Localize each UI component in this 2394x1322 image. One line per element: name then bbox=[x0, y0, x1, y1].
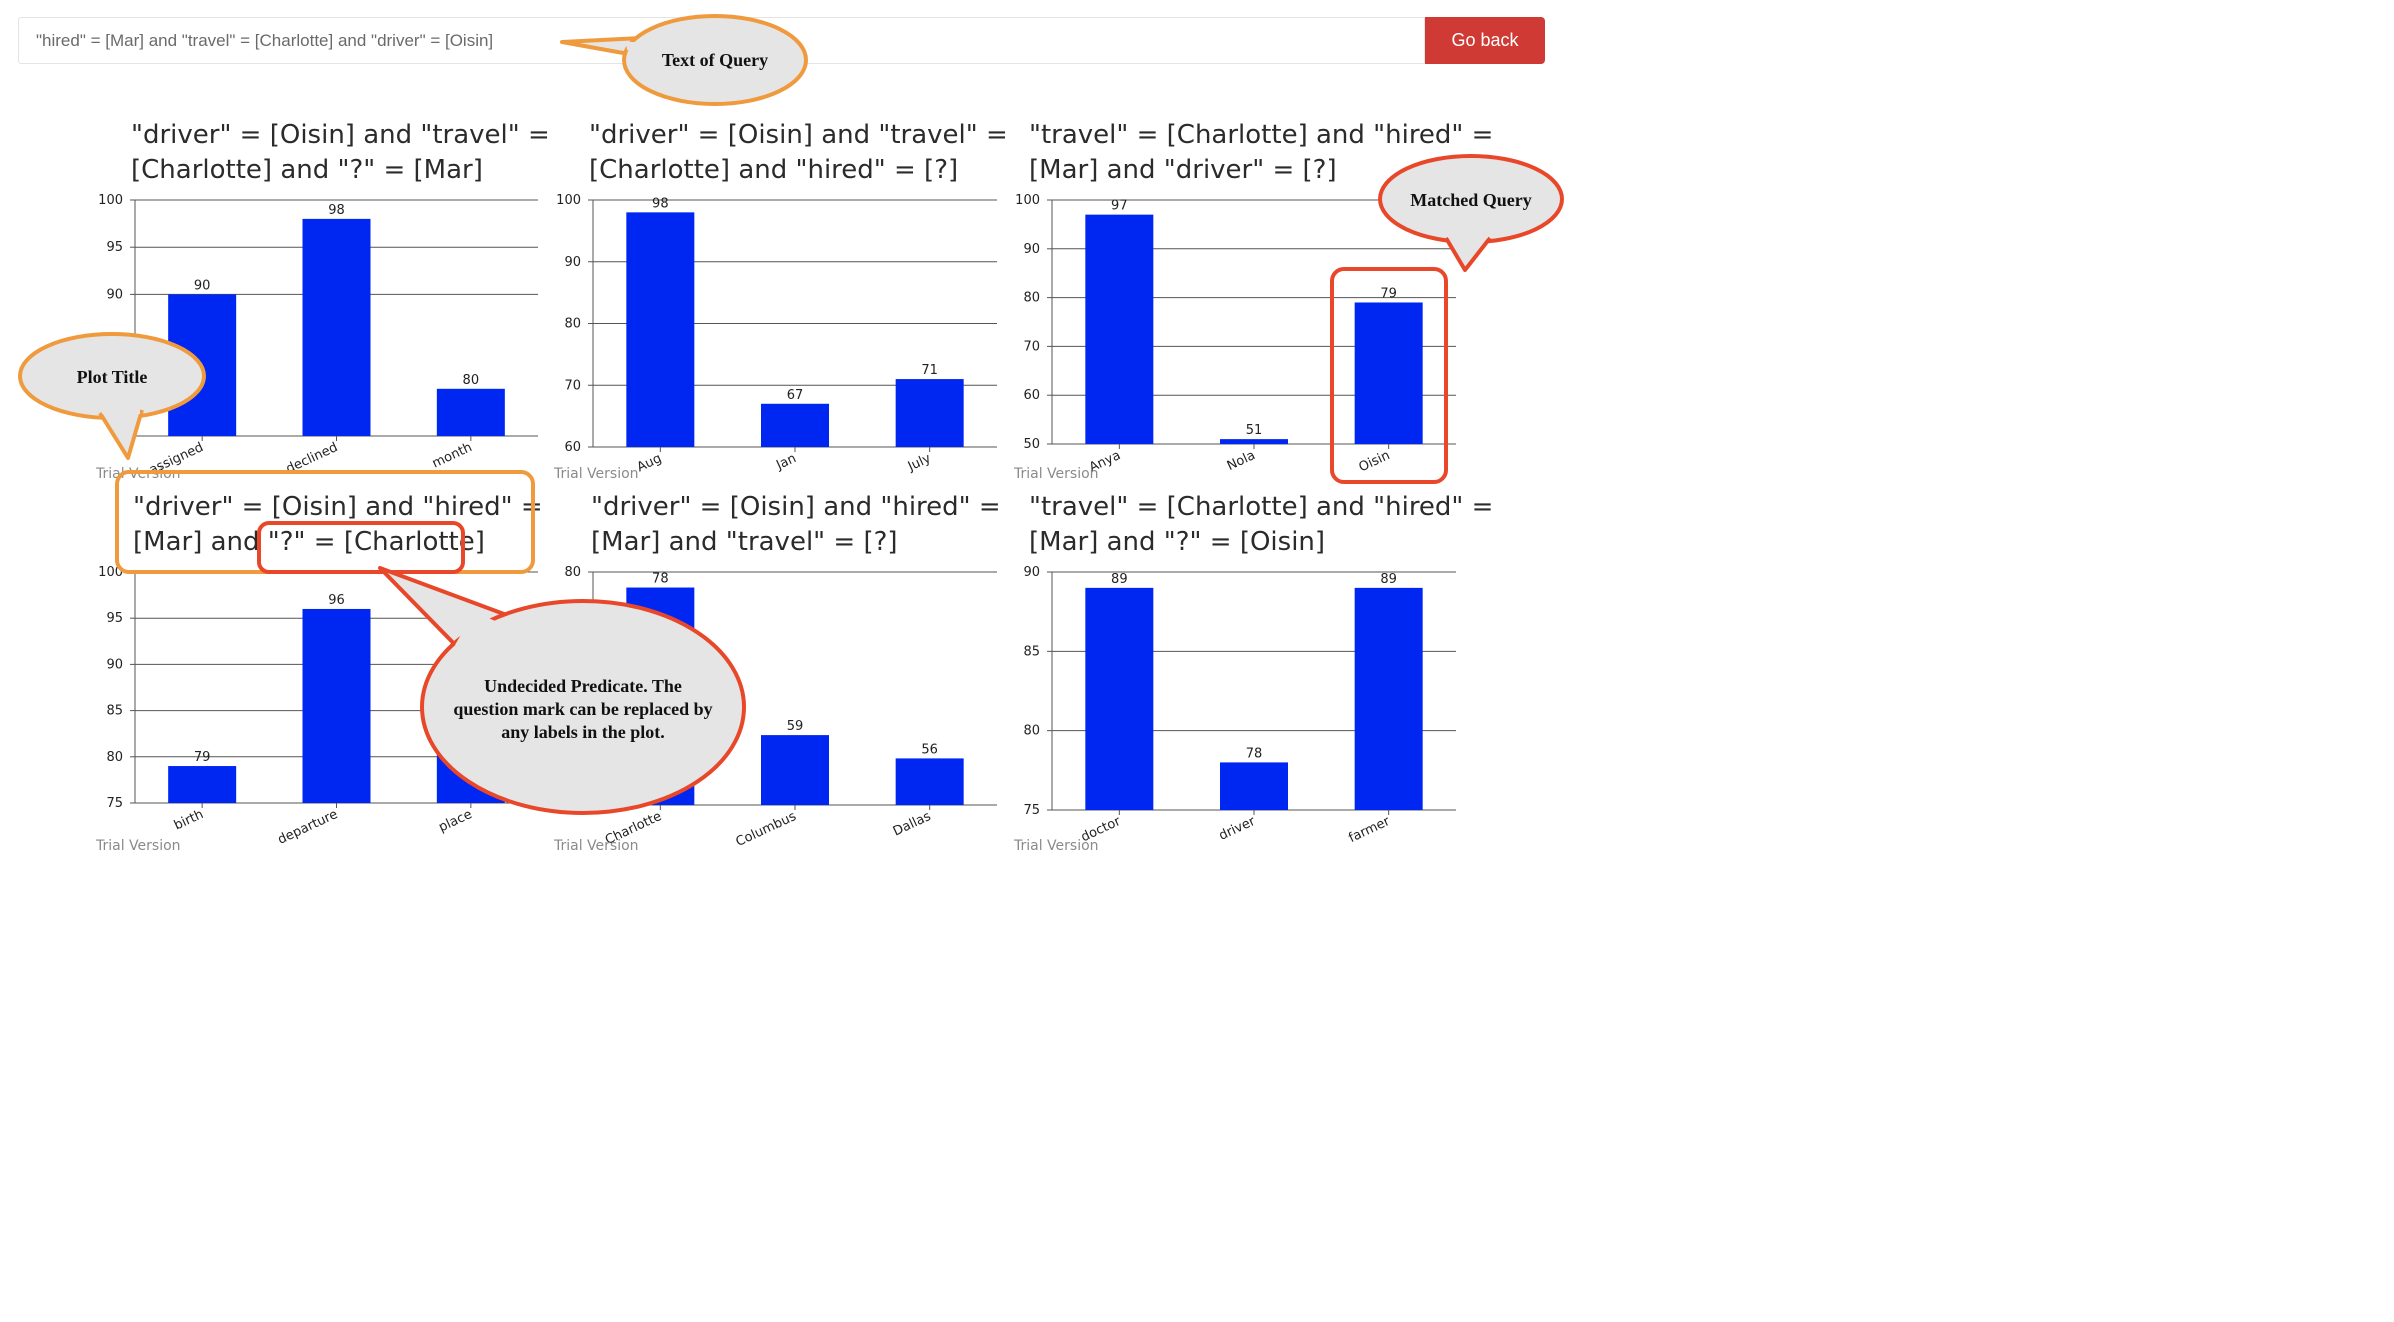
y-tick-label: 75 bbox=[106, 796, 123, 811]
y-tick-label: 60 bbox=[1023, 388, 1040, 403]
query-text[interactable]: "hired" = [Mar] and "travel" = [Charlott… bbox=[36, 31, 494, 50]
plot-title-5: "driver" = [Oisin] and "hired" = [Mar] an… bbox=[591, 492, 1001, 557]
y-tick-label: 100 bbox=[556, 193, 581, 208]
bar-doctor bbox=[1085, 587, 1154, 810]
y-tick-label: 90 bbox=[1023, 242, 1040, 257]
y-tick-label: 80 bbox=[106, 750, 123, 765]
bar-Oisin bbox=[1354, 302, 1423, 444]
go-back-button[interactable]: Go back bbox=[1425, 17, 1545, 64]
y-tick-label: 100 bbox=[98, 193, 123, 208]
plot-title-2: "driver" = [Oisin] and "travel" = [Charlo… bbox=[589, 120, 1008, 185]
data-label: 97 bbox=[1111, 199, 1128, 214]
callout-undecided-line-2: question mark can be replaced by bbox=[453, 699, 712, 719]
bar-Aug bbox=[626, 212, 695, 447]
bar-Anya bbox=[1085, 214, 1154, 444]
bar-Nola bbox=[1220, 439, 1288, 444]
y-tick-label: 85 bbox=[106, 704, 123, 719]
data-label: 89 bbox=[1380, 572, 1397, 587]
callout-plot-title-label: Plot Title bbox=[77, 367, 148, 387]
y-tick-label: 70 bbox=[1023, 339, 1040, 354]
data-label: 96 bbox=[328, 593, 345, 608]
results-page: "hired" = [Mar] and "travel" = [Charlott… bbox=[0, 0, 1568, 866]
bar-departure bbox=[302, 608, 371, 803]
y-tick-label: 90 bbox=[1023, 565, 1040, 580]
y-tick-label: 100 bbox=[98, 565, 123, 580]
trial-watermark-6: Trial Version bbox=[1014, 838, 1099, 854]
data-label: 98 bbox=[652, 196, 669, 211]
plot-title-3: "travel" = [Charlotte] and "hired" = [Mar… bbox=[1029, 120, 1494, 185]
matched-highlight-box bbox=[1330, 267, 1448, 484]
y-tick-label: 80 bbox=[1023, 291, 1040, 306]
bar-Jan bbox=[761, 403, 829, 447]
y-tick-label: 80 bbox=[564, 565, 581, 580]
y-tick-label: 80 bbox=[564, 317, 581, 332]
data-label: 90 bbox=[194, 278, 211, 293]
data-label: 56 bbox=[921, 742, 938, 757]
y-tick-label: 95 bbox=[106, 240, 123, 255]
data-label: 79 bbox=[194, 750, 211, 765]
data-label: 79 bbox=[1380, 286, 1397, 301]
y-tick-label: 75 bbox=[1023, 803, 1040, 818]
plot-title-4: "driver" = [Oisin] and "hired" = [Mar] an… bbox=[133, 492, 543, 557]
callout-plot-title: Plot Title bbox=[18, 332, 535, 574]
data-label: 89 bbox=[1111, 572, 1128, 587]
callout-matched-query: Matched Query bbox=[1330, 154, 1564, 484]
y-tick-label: 90 bbox=[106, 657, 123, 672]
data-label: 67 bbox=[787, 388, 804, 403]
y-tick-label: 90 bbox=[106, 287, 123, 302]
predicate-highlight-box bbox=[257, 521, 465, 574]
trial-watermark-3: Trial Version bbox=[1014, 466, 1099, 482]
bar-declined bbox=[302, 218, 371, 436]
bar-driver bbox=[1220, 762, 1288, 810]
callout-matched-query-label: Matched Query bbox=[1410, 190, 1531, 210]
bar-Dallas bbox=[895, 758, 964, 805]
data-label: 59 bbox=[787, 719, 804, 734]
plot-title-1: "driver" = [Oisin] and "travel" = [Charlo… bbox=[131, 120, 550, 185]
y-tick-label: 90 bbox=[564, 255, 581, 270]
bar-Columbus bbox=[761, 735, 829, 805]
y-tick-label: 100 bbox=[1015, 193, 1040, 208]
bar-July bbox=[895, 379, 964, 447]
y-tick-label: 85 bbox=[1023, 644, 1040, 659]
bar-birth bbox=[168, 766, 237, 803]
data-label: 78 bbox=[652, 572, 669, 587]
data-label: 51 bbox=[1246, 423, 1263, 438]
data-label: 78 bbox=[1246, 746, 1263, 761]
data-label: 71 bbox=[921, 363, 938, 378]
callout-text-of-query-label: Text of Query bbox=[662, 50, 768, 70]
callout-text-of-query: Text of Query bbox=[560, 14, 808, 106]
data-label: 80 bbox=[463, 373, 480, 388]
annotation-overlay: Text of Query Matched Query Plot Title U… bbox=[18, 14, 1564, 815]
y-tick-label: 50 bbox=[1023, 437, 1040, 452]
data-label: 98 bbox=[328, 203, 345, 218]
callout-undecided-predicate: Undecided Predicate. The question mark c… bbox=[257, 521, 746, 815]
y-tick-label: 95 bbox=[106, 611, 123, 626]
trial-watermark-5: Trial Version bbox=[554, 838, 639, 854]
trial-watermark-2: Trial Version bbox=[554, 466, 639, 482]
plot-title-6: "travel" = [Charlotte] and "hired" = [Mar… bbox=[1029, 492, 1494, 557]
callout-undecided-line-1: Undecided Predicate. The bbox=[484, 676, 682, 696]
y-tick-label: 70 bbox=[564, 378, 581, 393]
bar-month bbox=[436, 388, 505, 436]
bar-farmer bbox=[1354, 587, 1423, 810]
y-tick-label: 60 bbox=[564, 440, 581, 455]
y-tick-label: 80 bbox=[1023, 724, 1040, 739]
callout-undecided-line-3: any labels in the plot. bbox=[501, 722, 665, 742]
trial-watermark-4: Trial Version bbox=[96, 838, 181, 854]
